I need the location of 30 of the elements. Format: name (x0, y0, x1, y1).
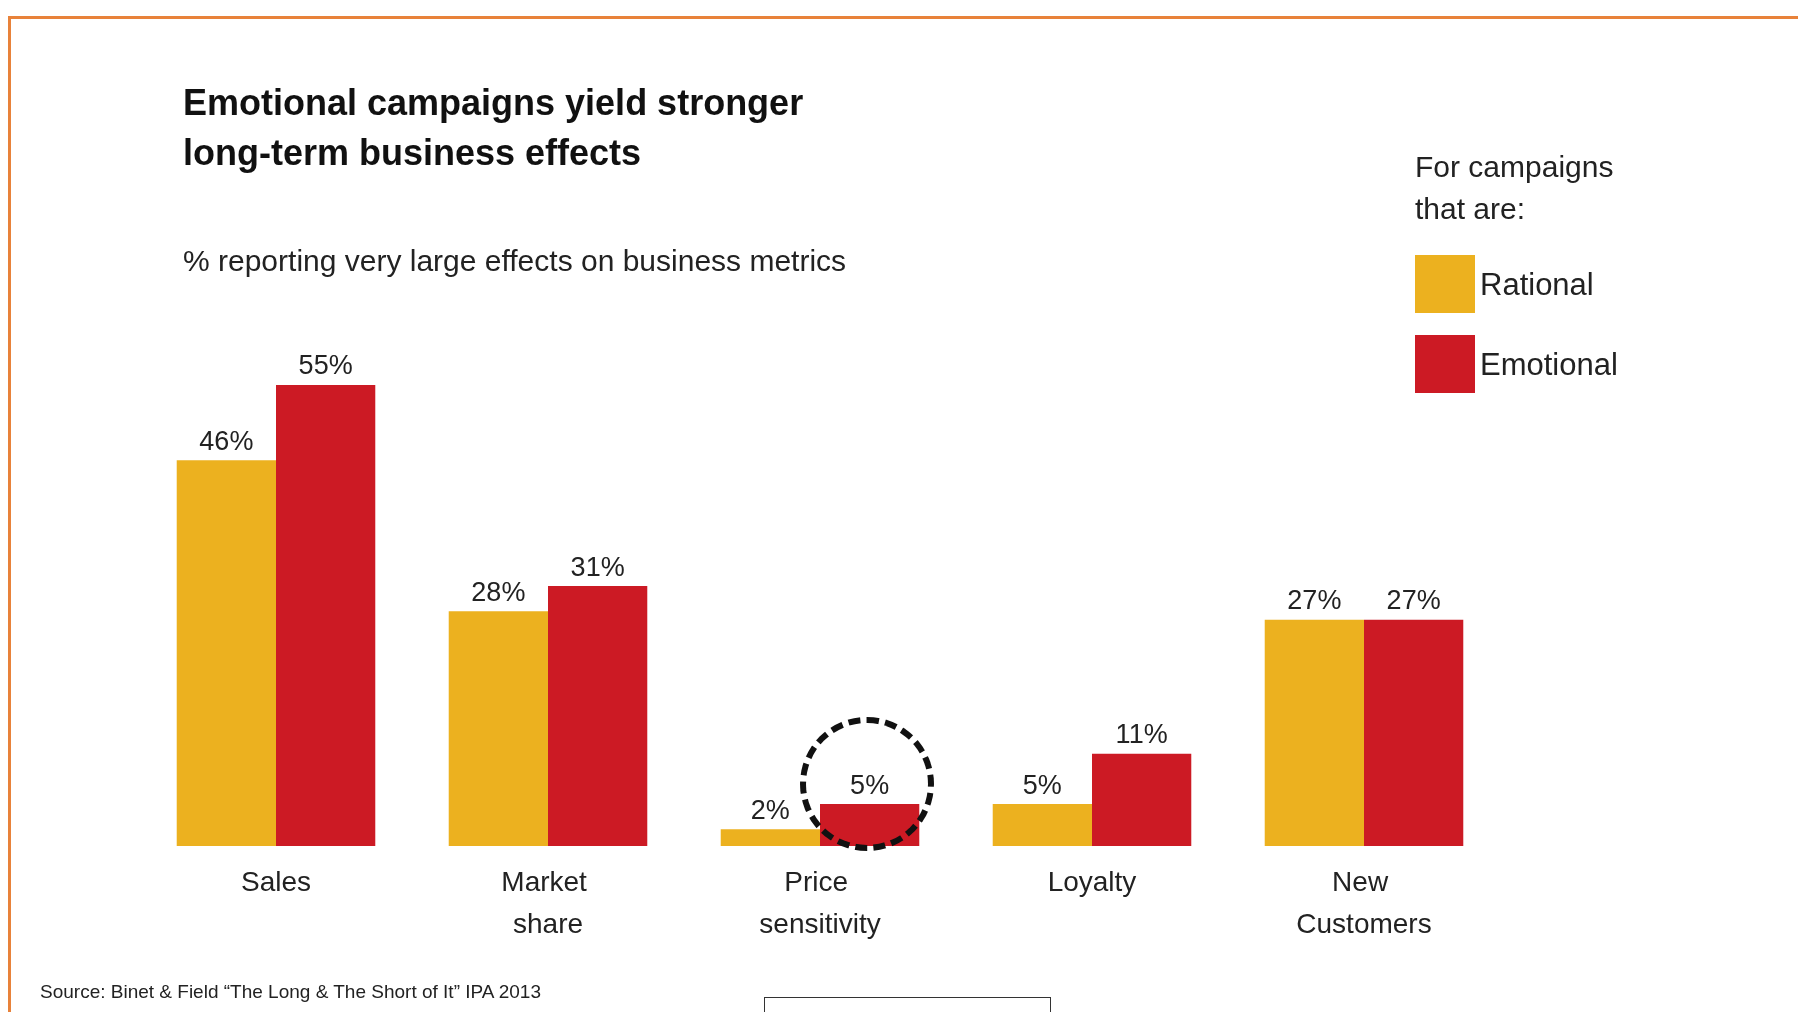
legend-title: For campaigns that are: (1415, 149, 1614, 225)
x-tick-label: New Customers (1296, 865, 1432, 939)
bar (276, 384, 376, 846)
data-label: 27% (1386, 585, 1441, 616)
data-label: 46% (199, 425, 254, 456)
x-tick-label: Price sensitivity (759, 865, 881, 939)
source-note: Source: Binet & Field “The Long & The Short of It” IPA 2013 (40, 981, 541, 1002)
bar (1264, 619, 1364, 846)
data-label: 27% (1287, 585, 1342, 616)
x-tick-label: Loyalty (1047, 865, 1137, 897)
bar (1092, 753, 1192, 846)
legend-label: Rational (1480, 266, 1594, 302)
chart-subtitle: % reporting very large effects on business metrics (183, 243, 847, 277)
x-tick-label: Sales (240, 865, 312, 897)
data-label: 5% (850, 769, 890, 800)
data-label: 31% (570, 551, 625, 582)
bar (992, 804, 1092, 846)
data-label: 28% (471, 576, 526, 607)
bar (176, 460, 276, 846)
bar (1364, 619, 1464, 846)
bar (720, 829, 820, 846)
legend-label: Emotional (1480, 346, 1618, 382)
data-label: 2% (750, 794, 790, 825)
data-label: 5% (1022, 769, 1062, 800)
x-tick-label: Market share (501, 865, 595, 939)
data-label: 55% (298, 350, 353, 381)
chart-title: Emotional campaigns yield stronger long-term business effects (183, 81, 804, 173)
data-label: 11% (1115, 719, 1168, 750)
bar (448, 611, 548, 846)
bar (548, 586, 648, 846)
